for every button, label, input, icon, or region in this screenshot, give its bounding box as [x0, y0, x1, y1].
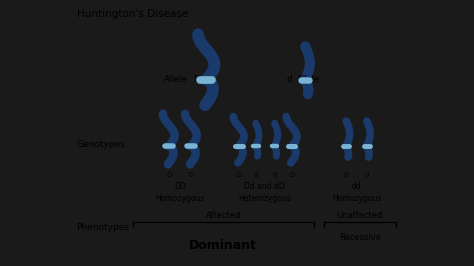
Text: Huntington's Disease: Huntington's Disease: [77, 9, 188, 19]
Text: Affected: Affected: [206, 211, 241, 220]
Text: D: D: [289, 172, 294, 178]
Text: d: d: [344, 172, 348, 178]
Text: Dominant: Dominant: [189, 239, 257, 252]
Text: Recessive: Recessive: [339, 233, 381, 242]
Text: D: D: [188, 172, 193, 178]
Text: DD
Homozygous: DD Homozygous: [155, 182, 204, 203]
Text: Allele: Allele: [164, 75, 188, 84]
Text: d: d: [287, 75, 292, 84]
Text: D: D: [236, 172, 241, 178]
Text: D: D: [193, 75, 200, 84]
Text: Genotypes: Genotypes: [77, 140, 126, 149]
Text: Dd and dD
Heterozygous: Dd and dD Heterozygous: [238, 182, 291, 203]
Text: Allele: Allele: [297, 75, 320, 84]
Text: Phenotypes: Phenotypes: [77, 223, 129, 232]
Text: D: D: [166, 172, 172, 178]
Text: d: d: [254, 172, 258, 178]
Text: d: d: [365, 172, 369, 178]
Text: Unaffected: Unaffected: [337, 211, 383, 220]
Text: d: d: [273, 172, 277, 178]
Text: dd
Homozygous: dd Homozygous: [332, 182, 381, 203]
